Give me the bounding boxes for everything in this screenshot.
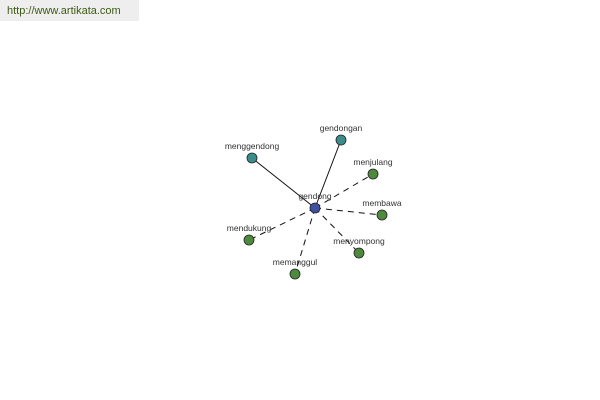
center-label: gendong <box>298 191 331 201</box>
node-menggendong[interactable] <box>246 152 258 164</box>
node-menjulang[interactable] <box>367 168 379 180</box>
node-membawa[interactable] <box>376 209 388 221</box>
node-label: mendukung <box>227 223 272 233</box>
node-label: membawa <box>362 198 401 208</box>
edge-membawa <box>314 207 383 216</box>
node-label: menyompong <box>333 236 385 246</box>
node-center[interactable] <box>309 202 321 214</box>
edge-memanggul <box>294 207 316 275</box>
node-mendukung[interactable] <box>243 234 255 246</box>
edge-menjulang <box>314 173 374 209</box>
node-label: menjulang <box>353 157 392 167</box>
edge-mendukung <box>248 207 316 241</box>
edge-menggendong <box>251 157 316 209</box>
node-menyompong[interactable] <box>353 247 365 259</box>
site-url-link[interactable]: http://www.artikata.com <box>0 0 139 21</box>
node-label: menggendong <box>225 141 280 151</box>
node-label: gendongan <box>320 123 363 133</box>
edge-menyompong <box>314 207 360 254</box>
node-label: memanggul <box>273 257 318 267</box>
node-memanggul[interactable] <box>289 268 301 280</box>
edge-gendongan <box>314 139 342 209</box>
node-gendongan[interactable] <box>335 134 347 146</box>
